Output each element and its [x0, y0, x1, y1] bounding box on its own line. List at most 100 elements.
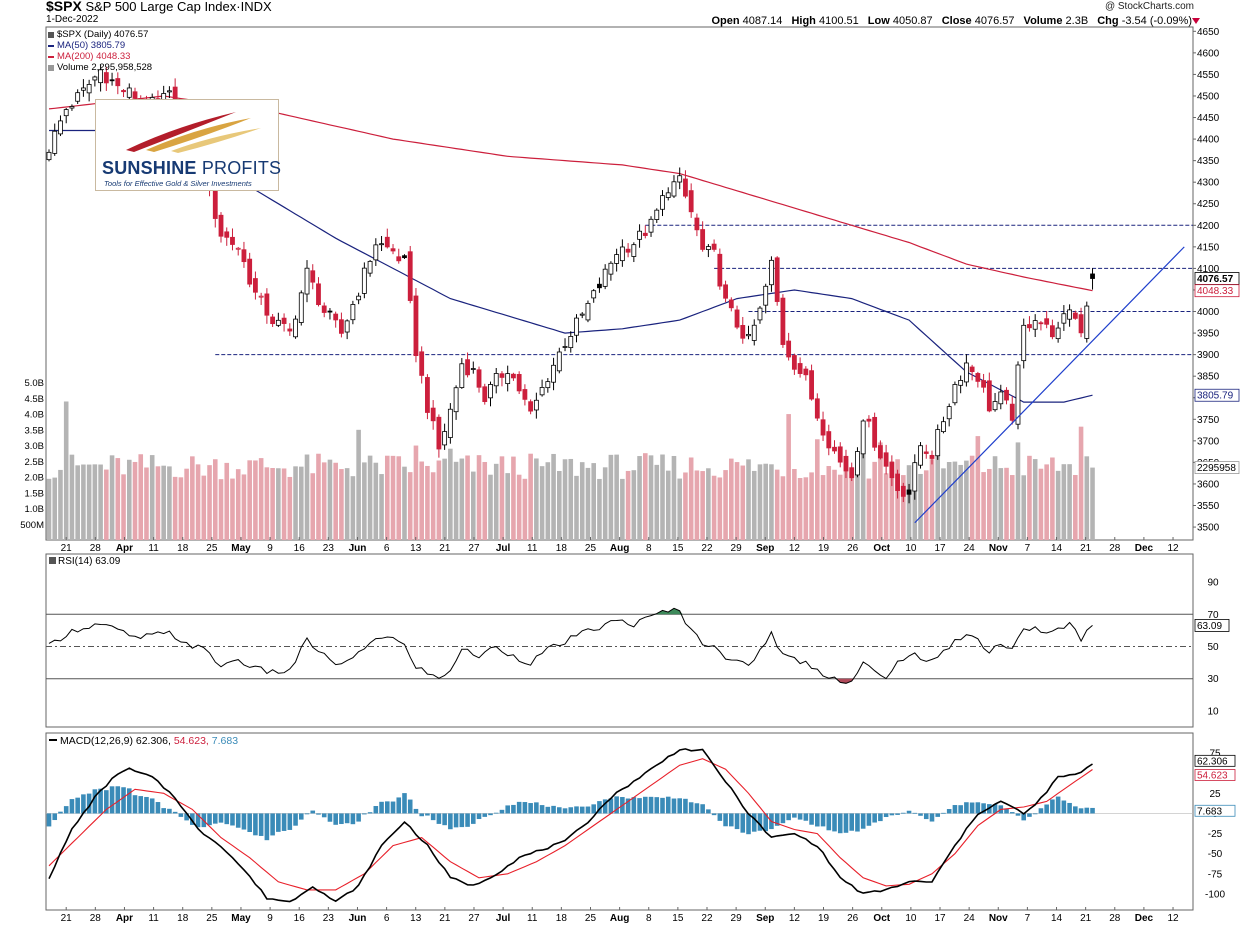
- macd-hist-bar: [270, 813, 275, 836]
- candle-body: [69, 106, 75, 109]
- macd-hist-bar: [551, 805, 556, 814]
- macd-hist-bar: [591, 804, 596, 814]
- macd-hist-bar: [992, 804, 998, 814]
- macd-y-label: -100: [1205, 889, 1225, 900]
- volume-bar: [746, 459, 751, 540]
- candle-body: [941, 421, 946, 433]
- candle-body: [533, 399, 539, 411]
- volume-bar: [935, 454, 941, 540]
- macd-hist-bar: [1027, 813, 1032, 817]
- volume-bar: [339, 469, 344, 540]
- x-tick-label-macd: 23: [323, 913, 335, 924]
- x-tick-label-price: 23: [323, 543, 335, 554]
- candle-body: [763, 285, 769, 306]
- macd-hist-bar: [367, 812, 373, 814]
- macd-hist-bar: [362, 813, 367, 815]
- macd-hist-bar: [723, 813, 728, 827]
- candle-body: [1049, 325, 1055, 338]
- high-value: 4100.51: [818, 15, 859, 27]
- macd-hist-bar: [660, 797, 665, 814]
- candle-body: [339, 319, 344, 334]
- rsi-title: RSI(14) 63.09: [58, 556, 121, 567]
- x-tick-label-price: 8: [646, 543, 652, 554]
- volume-bar: [958, 464, 963, 540]
- candle-body: [224, 231, 230, 238]
- sunshine-profits-logo: SUNSHINE PROFITS Tools for Effective Gol…: [95, 99, 282, 191]
- macd-hist-bar: [803, 813, 809, 821]
- volume-bar: [155, 466, 161, 540]
- volume-bar: [430, 472, 436, 540]
- x-tick-label-macd: 15: [672, 913, 684, 924]
- volume-bar: [121, 474, 126, 540]
- volume-bar: [258, 458, 264, 540]
- volume-value: 2.3B: [1065, 15, 1089, 27]
- volume-bar: [637, 456, 642, 540]
- x-tick-label-price: May: [231, 543, 251, 554]
- candle-body: [877, 445, 883, 459]
- macd-hist-bar: [878, 813, 883, 822]
- candle-body: [998, 391, 1004, 405]
- chart-legend: $SPX (Daily) 4076.57 MA(50) 3805.79 MA(2…: [48, 29, 152, 73]
- volume-bar: [843, 458, 849, 540]
- macd-y-label: -75: [1208, 869, 1223, 880]
- candle-body: [746, 333, 751, 337]
- price-y-label: 4400: [1197, 135, 1220, 146]
- macd-hist-bar: [597, 801, 602, 814]
- rsi-overbought-fill: [653, 608, 683, 615]
- macd-hist-bar: [648, 796, 654, 814]
- stockcharts-credit[interactable]: @ StockCharts.com: [1104, 1, 1194, 12]
- candle-body: [814, 398, 820, 419]
- macd-hist-bar: [321, 813, 327, 818]
- candle-body: [671, 181, 677, 197]
- candle-body: [717, 253, 723, 287]
- volume-bar: [912, 462, 918, 540]
- candle-body: [774, 257, 780, 302]
- volume-y-label: 3.0B: [24, 441, 44, 452]
- candle-body: [1021, 324, 1027, 362]
- macd-hist-bar: [442, 813, 447, 826]
- volume-bar: [797, 477, 803, 540]
- macd-hist-bar: [75, 797, 80, 814]
- volume-y-label: 2.5B: [24, 457, 44, 468]
- candle-body: [642, 232, 648, 236]
- macd-hist-bar: [172, 811, 178, 814]
- candle-body: [585, 302, 591, 321]
- macd-hist-bar: [287, 813, 293, 830]
- macd-right-label: 7.683: [1197, 806, 1222, 817]
- macd-y-label: 75: [1209, 749, 1221, 760]
- volume-bar: [276, 468, 281, 540]
- volume-bar: [557, 470, 562, 540]
- candle-body: [895, 473, 900, 491]
- volume-bar: [304, 454, 310, 540]
- candle-body: [860, 420, 866, 455]
- candle-body: [786, 340, 792, 358]
- x-tick-label-price: 18: [556, 543, 568, 554]
- candle-body: [665, 192, 671, 198]
- candle-body: [528, 401, 534, 412]
- x-tick-label-price: 6: [384, 543, 390, 554]
- volume-right-label: 2295958: [1197, 463, 1236, 474]
- logo-title-rest: PROFITS: [201, 158, 282, 178]
- rsi-panel: RSI(14) 63.09 10 30 50 70 90 63.09: [46, 556, 1230, 717]
- volume-bar: [534, 458, 539, 540]
- volume-bar: [620, 478, 625, 540]
- macd-hist-bar: [276, 813, 281, 832]
- candle-body: [287, 328, 293, 332]
- candle-body: [98, 69, 104, 84]
- volume-bar: [792, 469, 797, 540]
- macd-title: MACD(12,26,9) 62.306, 54.623, 7.683: [60, 735, 238, 747]
- candle-body: [86, 84, 92, 94]
- volume-bar: [608, 454, 614, 540]
- legend-item-ma200: MA(200) 4048.33: [48, 51, 152, 62]
- candle-body: [608, 262, 614, 275]
- macd-hist-bar: [69, 799, 75, 814]
- x-tick-label-macd: Sep: [756, 913, 774, 924]
- x-tick-label-price: 11: [527, 543, 538, 554]
- x-tick-label-price: Oct: [873, 543, 890, 554]
- macd-hist-bar: [608, 798, 614, 814]
- macd-hist-bar: [476, 813, 482, 820]
- x-tick-label-macd: 13: [410, 913, 422, 924]
- macd-hist-bar: [700, 804, 705, 814]
- x-tick-label-macd: 22: [701, 913, 713, 924]
- macd-hist-bar: [350, 813, 356, 825]
